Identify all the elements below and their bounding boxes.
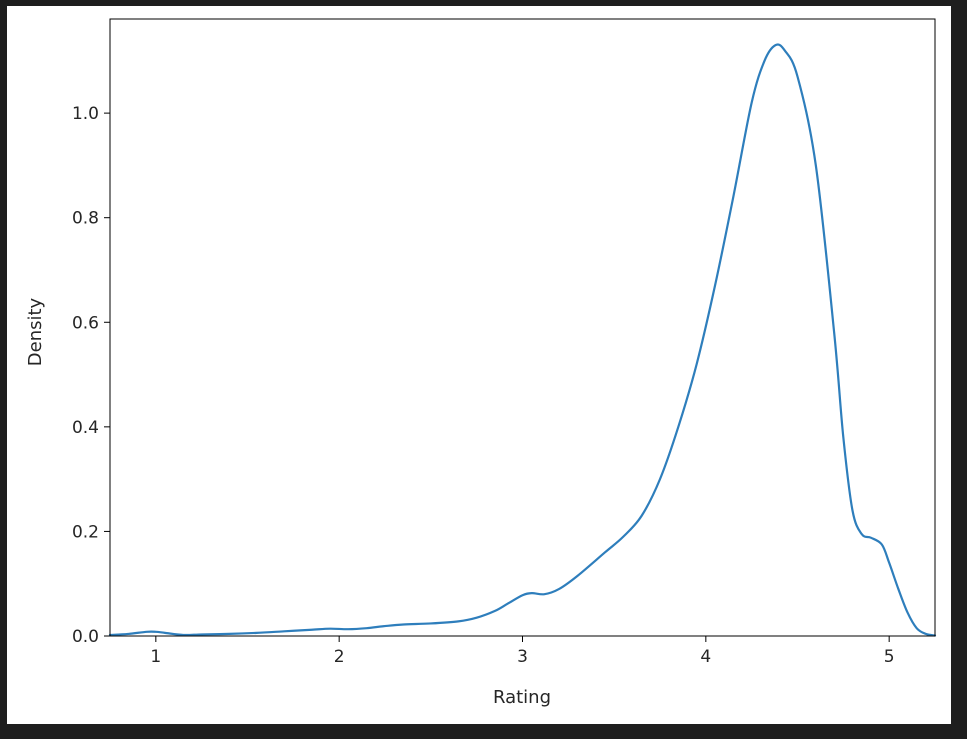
x-tick-label: 4	[700, 647, 711, 667]
y-tick-label: 0.4	[72, 418, 99, 438]
y-tick-label: 0.0	[72, 627, 99, 647]
y-tick-label: 1.0	[72, 104, 99, 124]
chart-figure: 1 2 3 4 5 0.0 0.2 0.4 0.6 0.8 1.0 Rating Density	[7, 6, 951, 724]
x-tick-label: 5	[884, 647, 895, 667]
x-axis-label: Rating	[493, 687, 551, 708]
x-axis-ticks: 1 2 3 4 5	[150, 636, 895, 667]
y-tick-label: 0.8	[72, 209, 99, 229]
plot-frame	[109, 18, 936, 637]
y-axis-label: Density	[25, 297, 46, 366]
x-tick-label: 3	[517, 647, 528, 667]
x-tick-label: 2	[334, 647, 345, 667]
y-tick-label: 0.6	[72, 313, 99, 333]
density-chart: 1 2 3 4 5 0.0 0.2 0.4 0.6 0.8 1.0 Rating Density	[25, 18, 937, 708]
y-axis-ticks: 0.0 0.2 0.4 0.6 0.8 1.0	[72, 104, 110, 647]
density-curve	[108, 43, 937, 637]
x-tick-label: 1	[150, 647, 161, 667]
y-tick-label: 0.2	[72, 522, 99, 542]
plot-area	[110, 19, 935, 636]
